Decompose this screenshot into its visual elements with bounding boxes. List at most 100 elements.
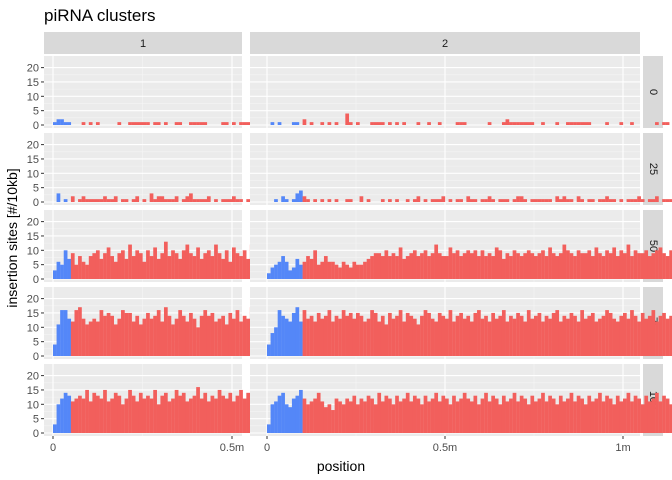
- bar-non-cluster: [196, 122, 200, 125]
- bar-non-cluster: [494, 398, 499, 433]
- x-tick-label: 0: [50, 442, 56, 454]
- bar-non-cluster: [519, 395, 524, 433]
- bar-non-cluster: [523, 321, 528, 356]
- bar-non-cluster: [320, 401, 325, 433]
- bar-non-cluster: [395, 122, 399, 125]
- bar-non-cluster: [569, 392, 574, 433]
- bar-non-cluster: [587, 250, 592, 279]
- bar-non-cluster: [669, 199, 672, 202]
- bar-non-cluster: [423, 250, 428, 279]
- bar-non-cluster: [409, 401, 414, 433]
- bar-non-cluster: [309, 401, 314, 433]
- bar-non-cluster: [566, 199, 570, 202]
- bar-non-cluster: [395, 256, 399, 279]
- bar-non-cluster: [302, 119, 307, 125]
- bar-non-cluster: [562, 315, 567, 356]
- bar-non-cluster: [519, 315, 524, 356]
- bar-non-cluster: [437, 122, 442, 125]
- row-strip: [643, 56, 663, 128]
- bar-non-cluster: [363, 321, 367, 356]
- bar-non-cluster: [377, 321, 382, 356]
- bar-non-cluster: [480, 398, 485, 433]
- bar-non-cluster: [338, 267, 342, 279]
- bar-non-cluster: [391, 253, 396, 279]
- bar-non-cluster: [189, 193, 193, 202]
- bar-non-cluster: [88, 122, 93, 125]
- bar-non-cluster: [113, 324, 118, 356]
- bar-non-cluster: [402, 258, 406, 279]
- bar-non-cluster: [199, 315, 204, 356]
- bar-non-cluster: [566, 318, 570, 356]
- bar-non-cluster: [498, 250, 503, 279]
- bar-non-cluster: [199, 398, 204, 433]
- bar-non-cluster: [448, 404, 453, 433]
- bar-non-cluster: [138, 392, 143, 433]
- bar-non-cluster: [203, 392, 208, 433]
- bar-non-cluster: [327, 404, 332, 433]
- bar-cluster: [270, 267, 275, 279]
- bar-non-cluster: [106, 247, 111, 279]
- bar-non-cluster: [373, 404, 378, 433]
- bar-cluster: [291, 267, 296, 279]
- bar-non-cluster: [95, 321, 100, 356]
- bar-non-cluster: [405, 392, 410, 433]
- bar-non-cluster: [501, 258, 506, 279]
- bar-non-cluster: [662, 122, 666, 125]
- bar-non-cluster: [163, 392, 168, 433]
- bar-non-cluster: [633, 199, 638, 202]
- bar-non-cluster: [214, 321, 218, 356]
- bar-non-cluster: [189, 253, 193, 279]
- bar-non-cluster: [156, 404, 161, 433]
- bar-non-cluster: [615, 256, 620, 279]
- bar-non-cluster: [509, 398, 513, 433]
- bar-non-cluster: [576, 395, 581, 433]
- bar-non-cluster: [232, 401, 236, 433]
- bar-non-cluster: [327, 199, 332, 202]
- bar-non-cluster: [619, 199, 624, 202]
- bar-non-cluster: [615, 321, 620, 356]
- bar-non-cluster: [224, 324, 229, 356]
- bar-non-cluster: [124, 312, 129, 356]
- bar-non-cluster: [388, 312, 392, 356]
- bar-non-cluster: [590, 199, 595, 202]
- bar-non-cluster: [163, 307, 168, 356]
- bar-non-cluster: [409, 253, 414, 279]
- bar-cluster: [291, 122, 296, 125]
- bar-non-cluster: [345, 398, 350, 433]
- bar-non-cluster: [555, 404, 560, 433]
- bar-non-cluster: [530, 395, 535, 433]
- bar-non-cluster: [316, 264, 321, 279]
- bar-non-cluster: [160, 395, 165, 433]
- bar-non-cluster: [235, 253, 240, 279]
- bar-non-cluster: [309, 258, 314, 279]
- bar-non-cluster: [85, 324, 89, 356]
- bar-non-cluster: [316, 312, 321, 356]
- bar-non-cluster: [181, 250, 186, 279]
- bar-non-cluster: [131, 321, 136, 356]
- bar-non-cluster: [185, 196, 190, 202]
- bar-cluster: [63, 392, 68, 433]
- bar-non-cluster: [505, 199, 510, 202]
- bar-non-cluster: [239, 199, 243, 202]
- bar-non-cluster: [398, 247, 403, 279]
- bar-non-cluster: [427, 401, 431, 433]
- bar-non-cluster: [246, 392, 251, 433]
- bar-non-cluster: [232, 247, 236, 279]
- bar-non-cluster: [462, 122, 467, 125]
- bar-non-cluster: [309, 122, 314, 125]
- bar-non-cluster: [206, 401, 211, 433]
- bar-non-cluster: [590, 401, 595, 433]
- bar-non-cluster: [153, 247, 157, 279]
- bar-non-cluster: [128, 244, 132, 279]
- panel-background: [44, 56, 242, 128]
- bar-cluster: [63, 250, 68, 279]
- bar-non-cluster: [242, 398, 247, 433]
- bar-non-cluster: [160, 321, 165, 356]
- bar-non-cluster: [601, 256, 606, 279]
- bar-non-cluster: [345, 199, 350, 202]
- bar-non-cluster: [377, 392, 382, 433]
- y-tick-label: 10: [27, 322, 39, 334]
- bar-non-cluster: [174, 253, 179, 279]
- bar-cluster: [295, 122, 300, 125]
